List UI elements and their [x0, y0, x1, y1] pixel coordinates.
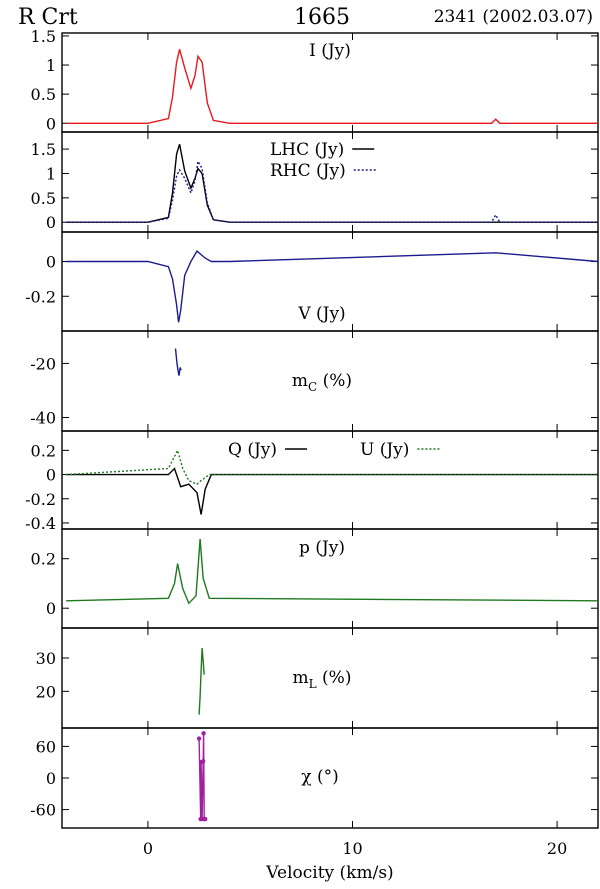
data-point [196, 736, 202, 741]
y-tick-label: 0 [46, 466, 56, 485]
panel-label: χ (°) [301, 767, 338, 787]
y-tick-label: 0.2 [31, 550, 56, 569]
series-line-chi [198, 733, 206, 820]
y-tick-label: 0 [46, 253, 56, 272]
series-line-V [66, 250, 598, 323]
chart-panels: 0 0.5 1 1.5 I (Jy) 0 0.5 1 1.5 LHC (Jy)RHC (Jy) 0 -… [25, 27, 599, 829]
data-point [201, 731, 206, 736]
series-line-QU [66, 467, 598, 515]
y-tick-label: 20 [36, 682, 56, 701]
panel-mC: -20 -40 mC (%) [30, 330, 599, 432]
panel-label: p (Jy) [299, 538, 345, 558]
series-line-mL [198, 647, 205, 715]
x-axis-title: Velocity (km/s) [265, 863, 393, 883]
panel-label: V (Jy) [297, 304, 345, 324]
y-tick-label: 0.2 [31, 441, 56, 460]
series-line-LR [66, 159, 598, 223]
series-line-mC [174, 348, 182, 376]
data-point [200, 758, 206, 764]
y-tick-label: 60 [36, 737, 56, 756]
panel-label: mC (%) [292, 371, 352, 394]
panel-mL: 20 30 mL (%) [36, 627, 599, 729]
legend-label: U (Jy) [360, 440, 409, 460]
series-line-I [66, 49, 598, 125]
panel-label: mL (%) [293, 668, 352, 691]
panel-LR: 0 0.5 1 1.5 LHC (Jy)RHC (Jy) [31, 131, 599, 233]
legend-label: LHC (Jy) [270, 140, 344, 160]
y-tick-label: -0.2 [25, 490, 56, 509]
header: R Crt 1665 2341 (2002.03.07) [18, 5, 593, 30]
panel-I: 0 0.5 1 1.5 I (Jy) [31, 27, 599, 133]
y-tick-label: 0 [46, 599, 56, 618]
y-tick-label: 0 [46, 769, 56, 788]
y-tick-label: 30 [36, 649, 56, 668]
panel-p: 0 0.2 p (Jy) [31, 528, 599, 629]
y-tick-label: 1.5 [31, 140, 56, 159]
y-tick-label: -20 [30, 354, 56, 373]
y-tick-label: -40 [30, 408, 56, 427]
legend-label: Q (Jy) [228, 440, 277, 460]
source-name: R Crt [18, 5, 78, 30]
panel-V: 0 -0.2 V (Jy) [25, 231, 599, 332]
x-tick-label: 10 [342, 839, 362, 858]
series-line-QU [66, 448, 598, 486]
series-line-LR [66, 143, 598, 223]
y-tick-label: 1 [46, 56, 56, 75]
legend-label: RHC (Jy) [270, 161, 346, 181]
y-tick-label: 1 [46, 164, 56, 183]
y-tick-label: 0 [46, 213, 56, 232]
panel-frame [61, 430, 599, 530]
y-tick-label: 0 [46, 114, 56, 133]
y-tick-label: -0.4 [25, 514, 56, 533]
x-tick-label: 20 [547, 839, 567, 858]
series-line-p [66, 538, 598, 605]
x-axis: 0 10 20 [143, 839, 567, 858]
panel-chi: 60 0 -60 χ (°) [30, 727, 599, 829]
y-tick-label: 1.5 [31, 27, 56, 46]
panel-label: I (Jy) [309, 41, 351, 61]
y-tick-label: -60 [30, 801, 56, 820]
epoch-label: 2341 (2002.03.07) [434, 7, 593, 27]
y-tick-label: 0.5 [31, 189, 56, 208]
data-point [203, 816, 208, 822]
y-tick-label: -0.2 [25, 287, 56, 306]
frequency-label: 1665 [294, 5, 350, 30]
panel-QU: 0.2 0 -0.2 -0.4 Q (Jy) U (Jy) [25, 430, 599, 533]
x-tick-label: 0 [143, 839, 153, 858]
y-tick-label: 0.5 [31, 85, 56, 104]
